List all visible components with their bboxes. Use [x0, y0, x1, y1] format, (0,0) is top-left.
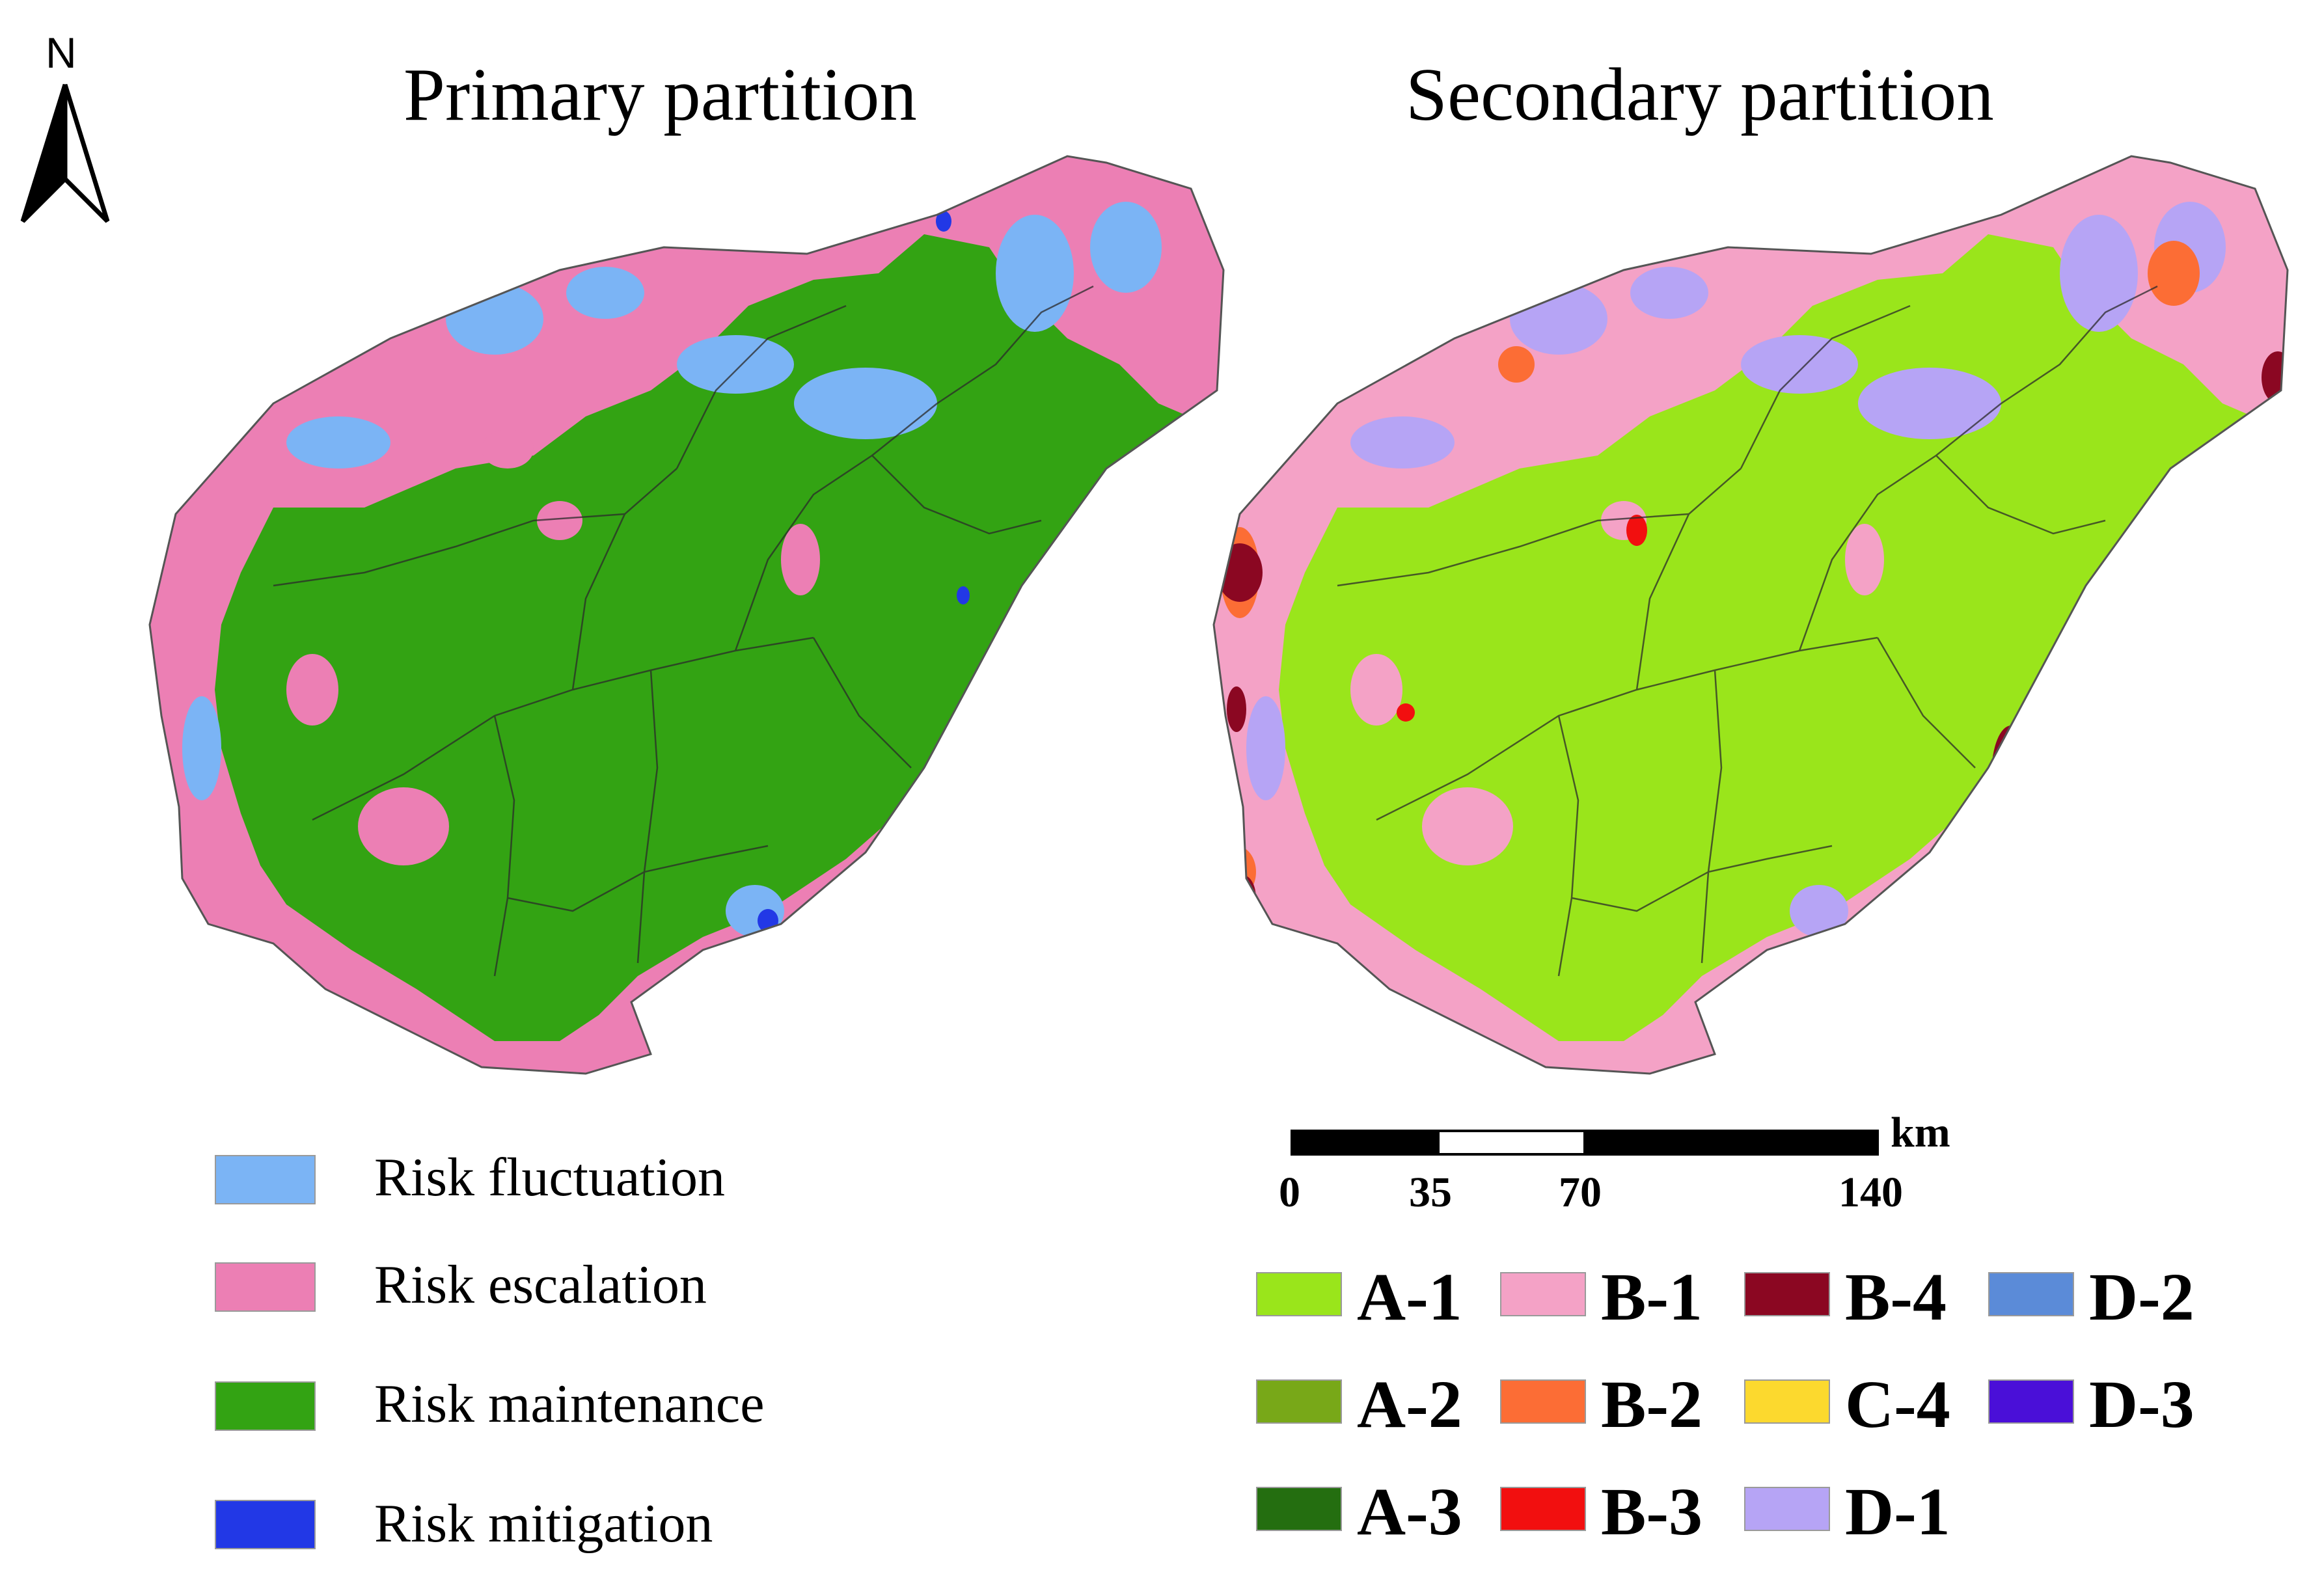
- legend-label-b-2: B-2: [1601, 1367, 1702, 1442]
- scale-tick-70: 70: [1559, 1169, 1602, 1216]
- legend-swatch-b-2: [1500, 1379, 1586, 1424]
- legend-swatch-d-1: [1744, 1487, 1830, 1531]
- legend-swatch-b-3: [1500, 1487, 1586, 1531]
- secondary-b3-patches: [1397, 515, 1647, 722]
- legend-label-b-3: B-3: [1601, 1474, 1702, 1549]
- scale-bar-segment-1: [1291, 1130, 1440, 1156]
- secondary-county-boundaries: [1337, 285, 2158, 977]
- legend-label-c-4: C-4: [1845, 1367, 1950, 1442]
- scale-bar: [1291, 1130, 1879, 1156]
- legend-swatch-d-2: [1988, 1272, 2074, 1316]
- primary-partition-map: [148, 155, 1225, 1075]
- legend-label-b-4: B-4: [1845, 1260, 1947, 1335]
- legend-swatch-d-3: [1988, 1379, 2074, 1424]
- legend-label-d-1: D-1: [1845, 1474, 1950, 1549]
- legend-swatch-risk-fluctuation: [215, 1155, 316, 1204]
- north-arrow-label: N: [46, 29, 77, 77]
- legend-swatch-b-1: [1500, 1272, 1586, 1316]
- scale-bar-unit: km: [1891, 1109, 1950, 1156]
- legend-label-risk-maintenance: Risk maintenance: [374, 1374, 765, 1434]
- legend-swatch-c-4: [1744, 1379, 1830, 1424]
- primary-county-boundaries: [273, 285, 1094, 977]
- primary-maintenance-area: [215, 234, 1204, 1041]
- legend-label-d-3: D-3: [2089, 1367, 2194, 1442]
- scale-tick-35: 35: [1409, 1169, 1452, 1216]
- legend-swatch-b-4: [1744, 1272, 1830, 1316]
- primary-map-title: Primary partition: [403, 53, 917, 136]
- legend-swatch-a-3: [1256, 1487, 1342, 1531]
- secondary-map-title: Secondary partition: [1406, 53, 1994, 136]
- legend-label-risk-mitigation: Risk mitigation: [374, 1493, 713, 1554]
- scale-bar-segment-2: [1437, 1130, 1586, 1156]
- legend-swatch-risk-escalation: [215, 1262, 316, 1312]
- legend-swatch-risk-maintenance: [215, 1381, 316, 1431]
- legend-swatch-a-1: [1256, 1272, 1342, 1316]
- legend-label-a-1: A-1: [1357, 1260, 1462, 1335]
- secondary-a1-area: [1279, 234, 2268, 1041]
- scale-tick-140: 140: [1839, 1169, 1903, 1216]
- legend-swatch-a-2: [1256, 1379, 1342, 1424]
- legend-label-risk-escalation: Risk escalation: [374, 1255, 707, 1315]
- legend-label-a-3: A-3: [1357, 1474, 1462, 1549]
- north-arrow-icon: [20, 83, 110, 223]
- legend-label-a-2: A-2: [1357, 1367, 1462, 1442]
- scale-bar-segment-3: [1583, 1130, 1879, 1156]
- legend-label-risk-fluctuation: Risk fluctuation: [374, 1147, 725, 1208]
- legend-swatch-risk-mitigation: [215, 1500, 316, 1549]
- scale-tick-0: 0: [1279, 1169, 1300, 1216]
- legend-label-d-2: D-2: [2089, 1260, 2194, 1335]
- secondary-partition-map: [1212, 155, 2289, 1075]
- legend-label-b-1: B-1: [1601, 1260, 1702, 1335]
